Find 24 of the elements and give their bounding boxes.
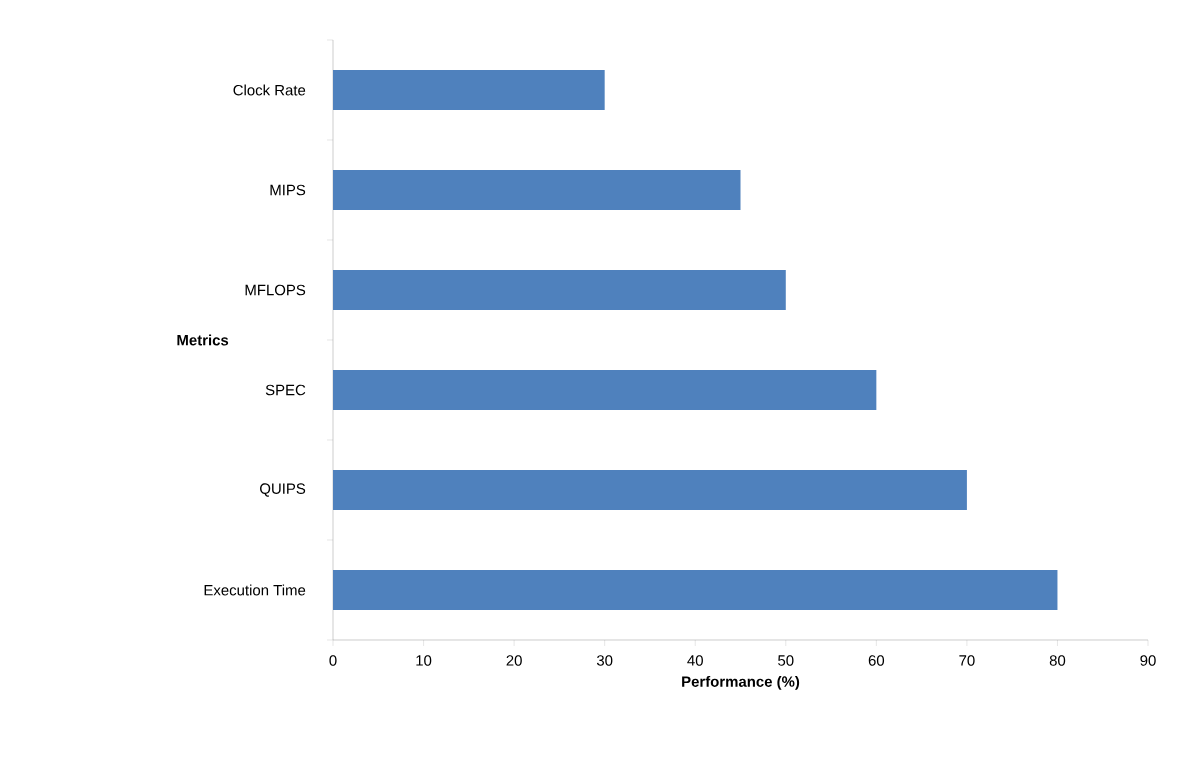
y-tick-label: QUIPS (260, 483, 306, 497)
bar (333, 169, 741, 210)
y-axis-title: Metrics (177, 334, 229, 346)
x-tick-label: 40 (687, 655, 703, 666)
bar (333, 70, 605, 110)
x-tick-label: 90 (1140, 655, 1156, 666)
x-tick-label: 70 (959, 655, 975, 666)
x-tick-label: 50 (778, 655, 794, 666)
x-tick-label: 30 (596, 655, 613, 666)
bar (333, 469, 967, 510)
y-tick-label: SPEC (265, 384, 306, 396)
y-tick-label: MIPS (270, 184, 306, 196)
y-tick-label: MFLOPS (245, 284, 306, 296)
x-tick-label: 80 (1049, 655, 1066, 666)
x-axis-title: Performance (%) (682, 675, 800, 690)
bar (333, 569, 1058, 610)
y-tick-label: Clock Rate (233, 84, 306, 96)
x-tick-label: 0 (329, 655, 337, 666)
bar (333, 369, 877, 410)
x-tick-label: 20 (506, 655, 522, 666)
bar (333, 269, 786, 310)
x-tick-label: 60 (868, 655, 885, 666)
y-tick-label: Execution Time (204, 584, 306, 596)
x-tick-label: 10 (416, 655, 432, 666)
